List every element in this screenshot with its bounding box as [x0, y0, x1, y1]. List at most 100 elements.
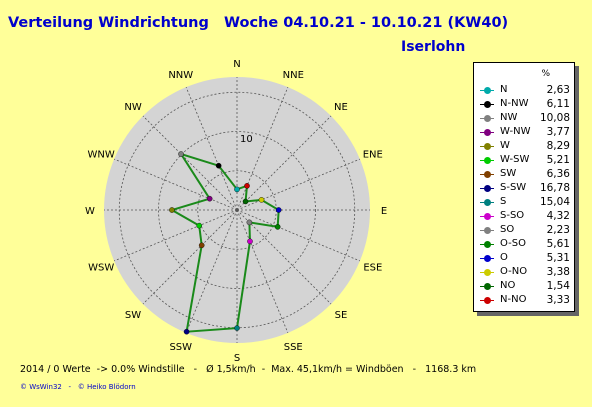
legend-dot-marker [484, 129, 491, 136]
direction-label-se: SE [335, 310, 348, 321]
legend-row: NW 10,08 [474, 111, 574, 125]
legend-percent-value: 2,23 [546, 224, 570, 236]
legend-row: SO 2,23 [474, 223, 574, 237]
legend-direction-name: W-NW [500, 126, 531, 137]
footer-statistics: 2014 / 0 Werte -> 0.0% Windstille - Ø 1,… [20, 364, 477, 375]
legend-dot-marker [484, 255, 491, 262]
legend-dot-marker [484, 143, 491, 150]
data-point-ene [258, 197, 265, 203]
direction-label-w: W [85, 206, 95, 217]
legend-dot-marker [484, 157, 491, 164]
data-point-ese [274, 224, 281, 230]
ring-10 [158, 131, 316, 289]
direction-labels: N NNE NE ENE E ESE SE SSE S SSW SW WSW W WNW NW NNW [85, 59, 387, 364]
data-point-nw [178, 151, 184, 157]
legend-percent-value: 6,11 [546, 98, 570, 110]
legend-percent-value: 5,21 [546, 154, 570, 166]
legend-percent-value: 4,32 [546, 210, 570, 222]
legend-percent-value: 8,29 [546, 140, 570, 152]
direction-label-ene: ENE [363, 150, 383, 161]
legend-percent-value: 6,36 [546, 168, 570, 180]
legend-direction-name: N [500, 84, 508, 95]
legend-row: O 5,31 [474, 251, 574, 265]
legend-percent-value: 16,78 [539, 182, 570, 194]
legend-dot-marker [484, 213, 491, 220]
legend-percent-value: 3,33 [546, 294, 570, 306]
data-point-nnw [215, 162, 222, 169]
legend-dot-marker [484, 115, 491, 122]
legend-direction-name: S-SO [500, 210, 525, 221]
data-point-sse [247, 238, 253, 245]
data-point-nne [244, 183, 250, 189]
legend-percent-value: 15,04 [539, 196, 570, 208]
legend-percent-value: 5,61 [546, 238, 570, 250]
direction-label-wsw: WSW [88, 262, 114, 273]
legend-percent-value: 3,38 [546, 266, 570, 278]
legend-row: SW 6,36 [474, 167, 574, 181]
direction-label-nnw: NNW [168, 70, 193, 81]
legend-percent-value: 3,77 [546, 126, 570, 138]
legend-dot-marker [484, 227, 491, 234]
legend-row: O-SO 5,61 [474, 237, 574, 251]
legend-row: W-SW 5,21 [474, 153, 574, 167]
legend-dot-marker [484, 297, 491, 304]
legend-direction-name: W-SW [500, 154, 530, 165]
legend-dot-marker [484, 101, 491, 108]
legend-direction-name: NW [500, 112, 518, 123]
direction-label-nw: NW [124, 102, 141, 113]
legend-direction-name: N-NO [500, 294, 527, 305]
legend-dot-marker [484, 171, 491, 178]
direction-label-s: S [234, 353, 240, 364]
legend-percent-value: 10,08 [539, 112, 570, 124]
data-point-ne [242, 198, 249, 205]
legend-row: W-NW 3,77 [474, 125, 574, 139]
data-point-n [234, 186, 240, 193]
legend-row: S-SO 4,32 [474, 209, 574, 223]
legend-row: NO 1,54 [474, 279, 574, 293]
legend: % N 2,63 N-NW 6,11 NW 10,08 W-NW 3,77 W 8,29 W-SW 5… [473, 62, 575, 312]
legend-dot-marker [484, 185, 491, 192]
direction-label-ne: NE [334, 102, 348, 113]
direction-label-sse: SSE [284, 342, 303, 353]
legend-direction-name: O-NO [500, 266, 528, 277]
wind-data-points [169, 151, 282, 335]
data-point-e [275, 207, 282, 213]
legend-dot-marker [484, 269, 491, 276]
legend-direction-name: S-SW [500, 182, 527, 193]
legend-row: S 15,04 [474, 195, 574, 209]
legend-row: O-NO 3,38 [474, 265, 574, 279]
legend-dot-marker [484, 283, 491, 290]
location-label: Iserlohn [401, 39, 466, 55]
data-point-wnw [206, 195, 213, 202]
legend-row: N 2,63 [474, 83, 574, 97]
direction-label-nne: NNE [283, 70, 304, 81]
data-point-ssw [183, 328, 190, 335]
legend-direction-name: N-NW [500, 98, 529, 109]
data-point-s [234, 325, 240, 331]
legend-dot-marker [484, 199, 491, 206]
legend-unit: % [541, 69, 550, 79]
ring-label: 10 [240, 134, 253, 145]
data-point-se [246, 219, 253, 226]
legend-direction-name: W [500, 140, 510, 151]
direction-label-ese: ESE [363, 262, 382, 273]
legend-direction-name: NO [500, 280, 516, 291]
legend-percent-value: 1,54 [546, 280, 570, 292]
legend-dot-marker [484, 87, 491, 94]
data-point-wsw [196, 222, 203, 229]
direction-label-e: E [381, 206, 387, 217]
legend-percent-value: 5,31 [546, 252, 570, 264]
direction-label-ssw: SSW [169, 342, 192, 353]
legend-direction-name: SW [500, 168, 517, 179]
legend-direction-name: S [500, 196, 507, 207]
legend-percent-value: 2,63 [546, 84, 570, 96]
footer-credit: © WsWin32 - © Heiko Blödorn [20, 383, 136, 391]
legend-row: N-NO 3,33 [474, 293, 574, 307]
data-point-sw [198, 242, 205, 249]
direction-label-n: N [233, 59, 240, 70]
legend-dot-marker [484, 241, 491, 248]
data-point-w [169, 207, 175, 213]
legend-row: N-NW 6,11 [474, 97, 574, 111]
